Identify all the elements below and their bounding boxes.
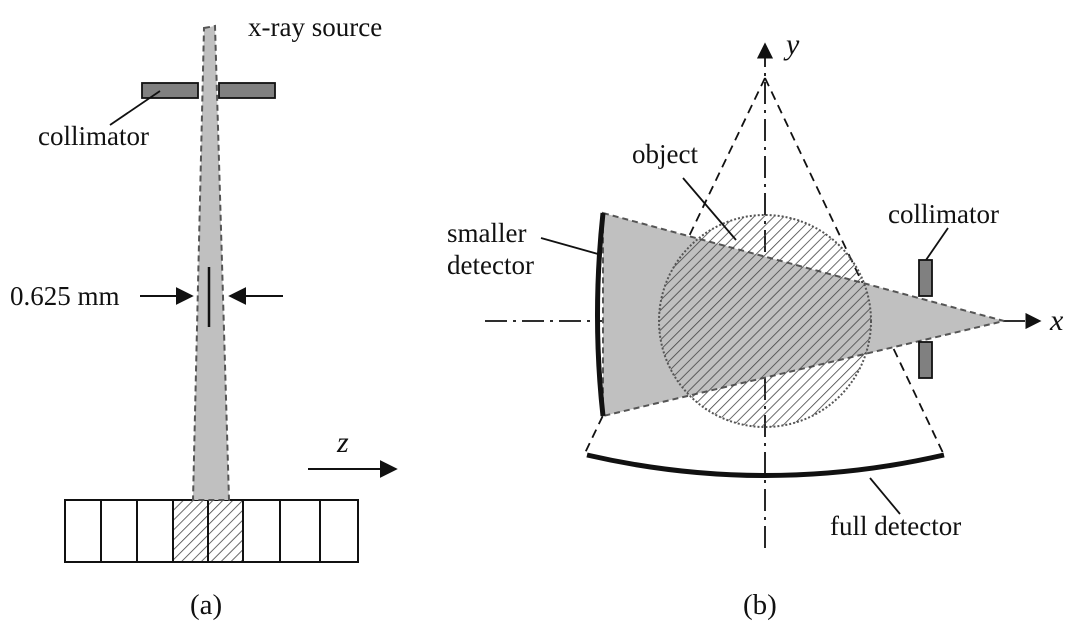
full-detector-arc [586, 452, 945, 478]
x-axis-label: x [1049, 304, 1064, 337]
caption-b: (b) [743, 589, 777, 621]
object-circle [658, 214, 872, 428]
collimator-right-plate [218, 82, 276, 99]
y-axis-label: y [783, 28, 800, 61]
object-label: object [632, 139, 698, 169]
collimator-left-plate [141, 82, 199, 99]
smaller-detector-label-line2: detector [447, 250, 534, 280]
smaller-detector-label-line1: smaller [447, 218, 526, 248]
collimator-label-a: collimator [38, 121, 149, 151]
caption-a: (a) [190, 589, 222, 621]
slice-width-label: 0.625 mm [10, 281, 120, 311]
collimator-leader-line-b [925, 227, 949, 261]
full-detector-leader-line [869, 477, 901, 515]
full-fan-right-ray [764, 77, 945, 456]
smaller-detector-leader-line [540, 237, 599, 255]
smaller-detector-arc [595, 212, 606, 417]
collimator-upper-jaw [918, 259, 933, 297]
z-axis-label: z [336, 426, 349, 459]
panel-b: y x object smaller detector collimator f… [447, 28, 1064, 621]
full-detector-label: full detector [830, 511, 961, 541]
collimator-lower-jaw [918, 341, 933, 379]
collimator-leader-line [109, 90, 161, 126]
collimator-label-b: collimator [888, 199, 999, 229]
detector-array [64, 499, 359, 563]
xray-beam [191, 24, 231, 501]
object-leader-line [682, 177, 737, 241]
xray-source-label: x-ray source [248, 12, 382, 42]
panel-a: x-ray source collimator 0.625 mm z (a) [10, 12, 398, 621]
